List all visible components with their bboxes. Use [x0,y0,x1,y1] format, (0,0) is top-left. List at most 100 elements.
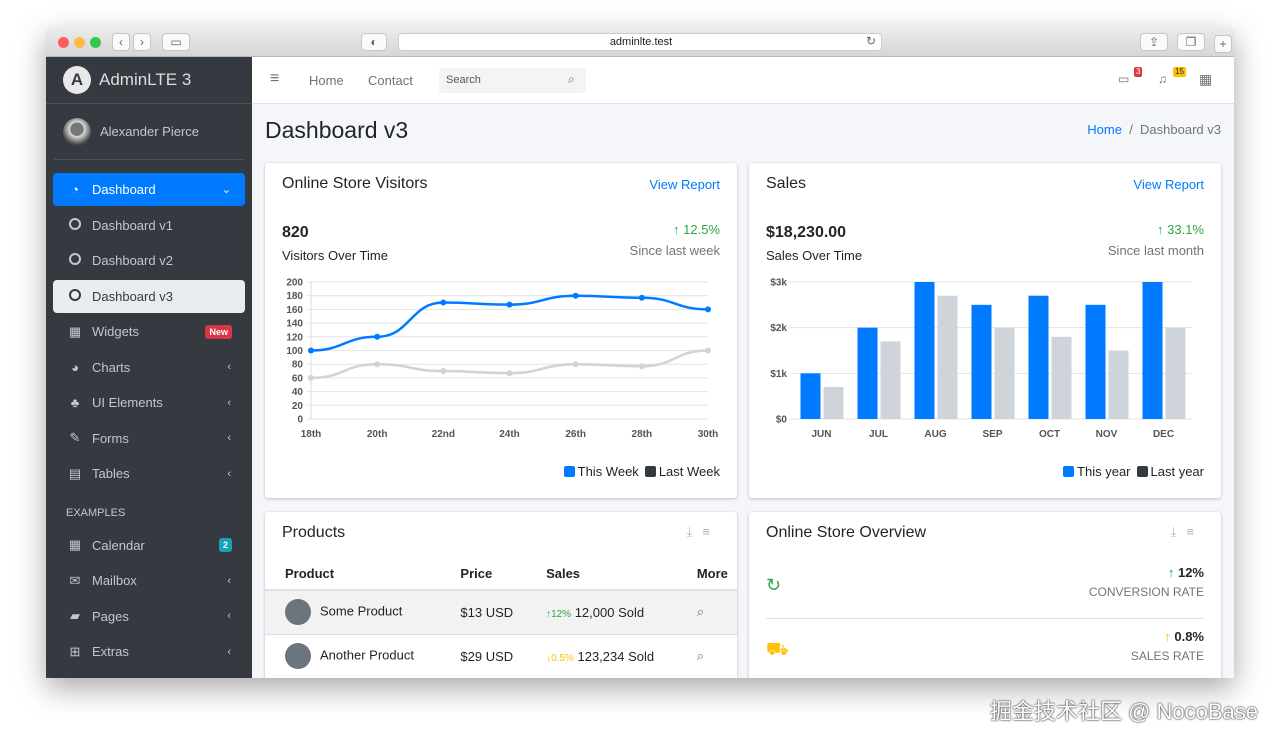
search-input[interactable]: Search [439,68,586,93]
user-panel[interactable]: Alexander Pierce [54,104,244,160]
privacy-icon[interactable]: ◐ [361,33,387,51]
overview-row-sales: ⛟ ↑ 0.8% SALES RATE [766,619,1204,678]
bars-icon[interactable]: ≡ [702,524,720,539]
sidebar-item-widgets[interactable]: ▦ Widgets New [53,315,245,348]
apps-grid-icon[interactable]: ▦ [1199,71,1213,87]
sidebar-item-pages[interactable]: ▰ Pages ‹ [53,600,245,633]
item-label: Dashboard [92,182,156,197]
sidebar-item-dashboard[interactable]: ◔ Dashboard ⌄ [53,173,245,206]
sidebar-item-mailbox[interactable]: ✉ Mailbox ‹ [53,564,245,597]
x-tick-label: DEC [1153,429,1174,440]
back-icon[interactable]: ‹ [112,33,130,51]
arrow-up-icon: ↑ [1164,629,1171,644]
sidebar-item-dashboard-v1[interactable]: Dashboard v1 [53,209,245,242]
x-tick-label: 22nd [432,429,455,440]
sidebar-toggle-icon[interactable]: ▭ [162,33,190,51]
calendar-icon: ▦ [68,537,82,552]
nav-contact-link[interactable]: Contact [368,73,413,88]
bars-icon[interactable]: ≡ [1186,524,1204,539]
browser-titlebar: ‹ › ▭ ◐ adminlte.test ↻ ⇪ ❐ + [46,27,1234,57]
table-icon: ▤ [68,465,82,481]
search-icon[interactable]: ⌕ [696,604,705,620]
data-point [374,333,381,340]
y-tick-label: 0 [297,415,303,426]
search-icon[interactable]: ⌕ [568,72,575,86]
product-image [285,599,311,626]
tabs-icon[interactable]: ❐ [1177,33,1205,51]
conversion-value: ↑ 12% [1168,565,1204,580]
y-tick-label: 80 [292,360,304,371]
legend-swatch [1063,466,1075,477]
item-label: Tables [92,466,130,481]
data-point [705,306,711,313]
data-point [506,370,513,377]
sidebar-item-charts[interactable]: ◕ Charts ‹ [53,351,245,384]
chevron-left-icon: ‹ [227,610,231,622]
brand-link[interactable]: A AdminLTE 3 [46,57,252,104]
adminlte-logo: A [63,66,91,94]
menu-toggle-icon[interactable]: ≡ [270,70,280,87]
x-tick-label: SEP [982,429,1002,440]
value-text: 0.8% [1174,629,1204,644]
messages-icon[interactable]: ▭ [1118,72,1130,86]
x-tick-label: 28th [632,429,653,440]
forward-icon[interactable]: › [133,33,151,51]
x-tick-label: JUL [869,429,888,440]
search-icon[interactable]: ⌕ [696,648,705,663]
sidebar-item-calendar[interactable]: ▦ Calendar 2 [53,529,245,562]
sidebar-item-extras[interactable]: ⊞ Extras ‹ [53,635,245,668]
x-tick-label: OCT [1039,429,1060,440]
download-icon[interactable]: ⤓ [686,524,703,539]
data-point [440,299,447,306]
share-icon[interactable]: ⇪ [1140,33,1168,51]
x-tick-label: AUG [924,429,946,440]
visitors-change: ↑ 12.5% [673,222,720,237]
plus-square-icon: ⊞ [69,643,81,659]
view-report-link[interactable]: View Report [649,177,720,192]
avatar [63,117,91,146]
reload-icon[interactable]: ↻ [866,34,877,48]
breadcrumb-home[interactable]: Home [1087,122,1122,137]
sidebar-item-dashboard-v2[interactable]: Dashboard v2 [53,244,245,277]
sidebar-item-tables[interactable]: ▤ Tables ‹ [53,457,245,490]
nav-home-link[interactable]: Home [309,73,344,88]
product-name: Another Product [320,647,414,663]
maximize-window-button[interactable] [90,37,101,48]
close-window-button[interactable] [58,37,69,48]
notifications-badge: 15 [1173,67,1186,77]
products-table: Product Price Sales More Some Product $13 U… [265,558,737,678]
y-tick-label: 20 [292,401,304,412]
chart-legend: This year Last year [1063,464,1204,479]
search-placeholder: Search [446,74,481,86]
sales-rate-label: SALES RATE [1130,649,1204,663]
minimize-window-button[interactable] [74,37,85,48]
column-header: Sales [546,566,581,581]
new-badge: New [205,324,232,339]
sidebar-section-header: EXAMPLES [66,506,126,519]
item-label: Charts [92,359,131,375]
visitors-line-chart: 0 20 40 60 80 100 120 140 160 180 200 18th 20th 22nd 2… [286,278,718,441]
new-tab-icon[interactable]: + [1214,35,1232,53]
sold-count: 12,000 Sold [574,604,645,620]
y-tick-label: $1k [770,369,787,380]
bar-last-year [994,327,1015,419]
sidebar-item-forms[interactable]: ✎ Forms ‹ [53,422,245,455]
sidebar-item-ui-elements[interactable]: ♣ UI Elements ‹ [53,386,245,419]
sales-change: ↑12% [546,609,571,620]
circle-icon [67,288,83,304]
chevron-left-icon: ‹ [227,645,231,658]
view-report-link[interactable]: View Report [1133,177,1204,192]
data-point [440,368,447,375]
download-icon[interactable]: ⤓ [1170,524,1187,539]
pie-chart-icon: ◕ [71,359,79,375]
bell-icon[interactable]: ♫ [1158,72,1167,86]
sidebar-item-dashboard-v3[interactable]: Dashboard v3 [53,279,245,313]
breadcrumb: Home / Dashboard v3 [1087,122,1221,137]
visitors-card: Online Store Visitors View Report 820 Vi… [265,163,737,498]
item-label: Mailbox [92,573,137,588]
page-title: Dashboard v3 [265,117,409,143]
change-value: 0.5% [551,652,574,664]
store-overview-card: Online Store Overview ⤓≡ ↻ ↑ 12% CONVERS… [749,512,1221,678]
address-bar[interactable]: adminlte.test [398,33,882,51]
card-title: Sales [766,175,807,192]
